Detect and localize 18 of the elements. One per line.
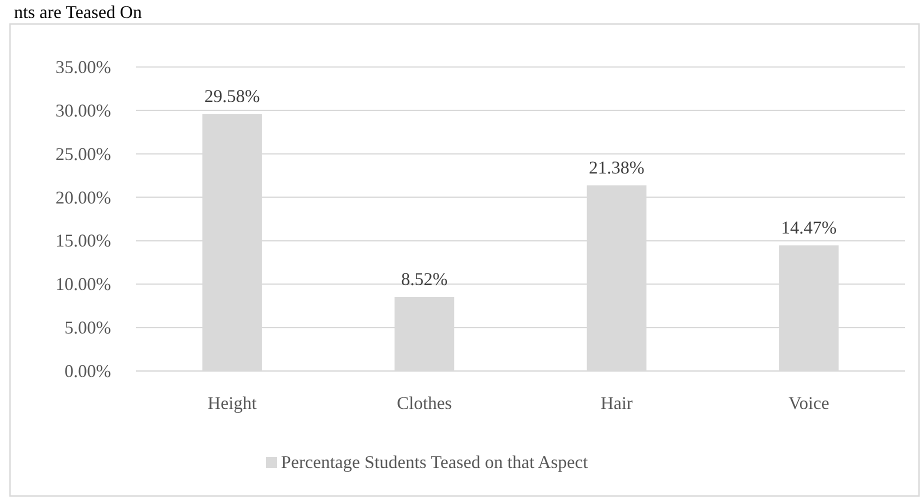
data-label: 29.58% xyxy=(204,86,260,106)
data-label: 21.38% xyxy=(588,157,644,178)
y-tick-label: 15.00% xyxy=(56,230,111,251)
chart-title: nts are Teased On xyxy=(14,2,142,22)
y-tick-label: 10.00% xyxy=(56,274,111,294)
data-label: 8.52% xyxy=(401,269,448,289)
y-tick-label: 30.00% xyxy=(56,100,111,120)
y-tick-label: 0.00% xyxy=(64,361,111,381)
x-tick-label: Clothes xyxy=(396,393,452,413)
legend-label: Percentage Students Teased on that Aspect xyxy=(281,452,588,472)
x-tick-label: Hair xyxy=(600,393,633,413)
y-tick-label: 5.00% xyxy=(64,318,111,338)
x-tick-label: Voice xyxy=(788,393,830,413)
y-tick-label: 20.00% xyxy=(56,187,111,208)
data-label: 14.47% xyxy=(781,217,837,238)
x-tick-label: Height xyxy=(208,393,257,413)
y-tick-label: 25.00% xyxy=(56,144,111,164)
y-tick-label: 35.00% xyxy=(56,57,111,77)
